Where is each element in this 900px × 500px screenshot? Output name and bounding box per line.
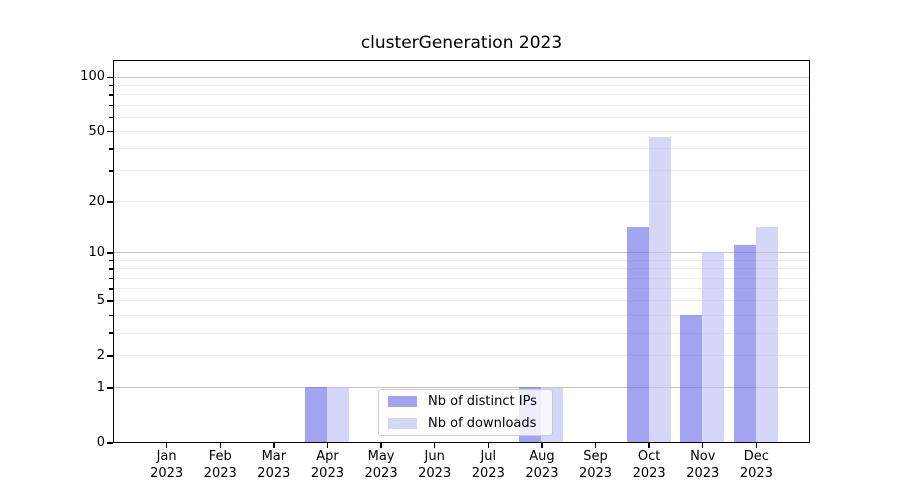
y-minor-tick-mark bbox=[109, 84, 113, 87]
bar-distinct-ips bbox=[680, 314, 703, 442]
bar-distinct-ips bbox=[733, 245, 756, 442]
x-tick-label: Jul 2023 bbox=[471, 449, 505, 481]
bar-distinct-ips bbox=[304, 387, 327, 442]
y-tick-mark bbox=[106, 76, 113, 79]
y-gridline-minor bbox=[114, 277, 809, 279]
bar-downloads bbox=[326, 387, 349, 442]
legend-swatch bbox=[388, 396, 417, 407]
y-minor-tick-mark bbox=[109, 314, 113, 317]
y-gridline-minor bbox=[114, 268, 809, 270]
x-tick-label: Apr 2023 bbox=[310, 449, 344, 481]
x-tick-label: Mar 2023 bbox=[257, 449, 291, 481]
x-tick-mark bbox=[702, 443, 704, 448]
y-tick-label: 20 bbox=[88, 193, 105, 209]
y-minor-tick-mark bbox=[109, 288, 113, 290]
y-gridline-minor bbox=[114, 314, 809, 316]
y-tick-label: 10 bbox=[88, 245, 105, 261]
y-tick-label: 50 bbox=[88, 123, 105, 139]
x-tick-mark bbox=[594, 443, 597, 448]
x-tick-mark bbox=[380, 443, 382, 448]
y-gridline-minor bbox=[114, 288, 809, 290]
bar-downloads bbox=[648, 137, 671, 442]
x-tick-mark bbox=[219, 443, 221, 448]
y-tick-mark bbox=[106, 300, 113, 302]
x-tick-mark bbox=[487, 443, 489, 448]
y-minor-tick-mark bbox=[109, 104, 113, 107]
x-tick-label: Nov 2023 bbox=[686, 449, 720, 481]
chart-title: clusterGeneration 2023 bbox=[360, 33, 563, 53]
plot-area bbox=[113, 60, 810, 443]
x-tick-label: Jan 2023 bbox=[150, 449, 184, 481]
y-tick-mark bbox=[106, 130, 113, 133]
y-gridline-minor bbox=[114, 85, 809, 87]
y-gridline-minor bbox=[114, 300, 809, 302]
y-tick-mark bbox=[106, 442, 113, 444]
x-tick-label: Jun 2023 bbox=[418, 449, 452, 481]
legend-item: Nb of distinct IPs bbox=[388, 392, 552, 411]
y-tick-label: 100 bbox=[80, 69, 105, 85]
y-gridline-major bbox=[114, 387, 809, 389]
y-gridline-minor bbox=[114, 104, 809, 106]
y-minor-tick-mark bbox=[109, 116, 113, 119]
y-minor-tick-mark bbox=[109, 332, 113, 334]
y-tick-label: 2 bbox=[96, 347, 105, 363]
y-tick-mark bbox=[106, 252, 113, 254]
bar-downloads bbox=[702, 252, 725, 442]
x-tick-label: May 2023 bbox=[364, 449, 398, 481]
bar-distinct-ips bbox=[626, 227, 649, 442]
x-tick-mark bbox=[273, 443, 275, 448]
bar-downloads bbox=[755, 227, 778, 442]
y-minor-tick-mark bbox=[109, 277, 113, 279]
y-tick-mark bbox=[106, 387, 113, 389]
y-gridline-minor bbox=[114, 355, 809, 357]
y-minor-tick-mark bbox=[109, 268, 113, 270]
y-tick-label: 1 bbox=[96, 380, 105, 396]
x-tick-label: Feb 2023 bbox=[203, 449, 237, 481]
y-tick-mark bbox=[106, 355, 113, 357]
x-tick-mark bbox=[755, 443, 758, 448]
legend-swatch bbox=[388, 418, 417, 429]
y-minor-tick-mark bbox=[109, 148, 113, 150]
legend-label: Nb of distinct IPs bbox=[428, 394, 537, 409]
legend-label: Nb of downloads bbox=[428, 416, 537, 431]
y-gridline-minor bbox=[114, 130, 809, 132]
legend-item: Nb of downloads bbox=[388, 414, 552, 433]
y-gridline-minor bbox=[114, 148, 809, 150]
x-tick-mark bbox=[326, 443, 329, 448]
y-gridline-minor bbox=[114, 201, 809, 203]
legend: Nb of distinct IPs Nb of downloads bbox=[378, 389, 553, 436]
x-tick-label: Oct 2023 bbox=[632, 449, 666, 481]
x-tick-label: Aug 2023 bbox=[525, 449, 559, 481]
x-tick-mark bbox=[648, 443, 650, 448]
y-tick-label: 0 bbox=[96, 435, 105, 450]
y-gridline-major bbox=[114, 252, 809, 254]
y-minor-tick-mark bbox=[109, 259, 113, 262]
y-minor-tick-mark bbox=[109, 94, 113, 96]
y-gridline-minor bbox=[114, 116, 809, 118]
y-gridline-minor bbox=[114, 170, 809, 172]
y-gridline-minor bbox=[114, 260, 809, 261]
x-tick-label: Dec 2023 bbox=[739, 449, 773, 481]
y-minor-tick-mark bbox=[109, 170, 113, 172]
y-gridline-minor bbox=[114, 332, 809, 334]
y-tick-label: 5 bbox=[96, 293, 105, 309]
x-tick-mark bbox=[433, 443, 436, 448]
x-tick-mark bbox=[165, 443, 168, 448]
y-tick-mark bbox=[106, 201, 113, 203]
y-gridline-minor bbox=[114, 94, 809, 96]
x-tick-mark bbox=[541, 443, 543, 448]
x-tick-label: Sep 2023 bbox=[578, 449, 613, 481]
y-gridline-major bbox=[114, 76, 809, 78]
